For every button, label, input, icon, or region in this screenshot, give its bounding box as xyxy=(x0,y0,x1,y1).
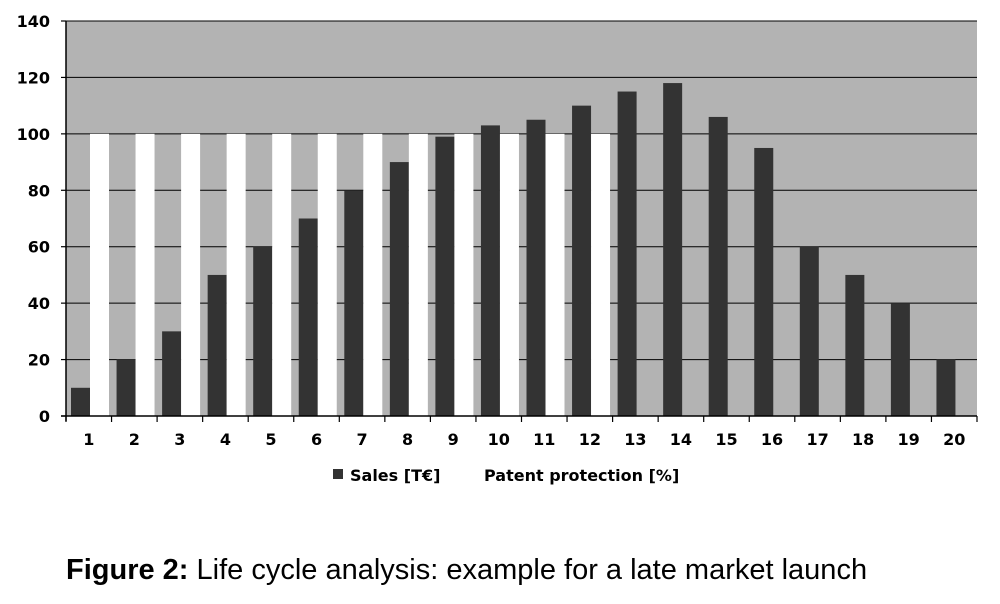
y-tick-label: 140 xyxy=(17,12,50,31)
axes xyxy=(61,20,978,422)
bar-sales xyxy=(845,274,865,416)
legend-swatch-sales xyxy=(333,469,343,479)
x-tick-label: 20 xyxy=(943,430,965,449)
bar-sales xyxy=(71,387,90,416)
bar-patent-protection xyxy=(181,133,201,416)
bar-sales xyxy=(617,91,637,417)
legend: Sales [T€] Patent protection [%] xyxy=(333,466,679,485)
x-tick-label: 10 xyxy=(488,430,510,449)
x-tick-label: 4 xyxy=(220,430,231,449)
bar-sales xyxy=(526,119,546,416)
x-tick-label: 9 xyxy=(448,430,459,449)
bar-sales xyxy=(344,190,364,416)
y-tick-label: 80 xyxy=(28,181,50,200)
y-tick-label: 120 xyxy=(17,68,50,87)
x-tick-label: 7 xyxy=(357,430,368,449)
bar-patent-protection xyxy=(135,133,155,416)
bar-sales xyxy=(116,359,136,416)
x-tick-label: 15 xyxy=(715,430,737,449)
bar-sales xyxy=(890,303,910,416)
bar-sales xyxy=(754,147,774,416)
x-tick-label: 3 xyxy=(174,430,185,449)
y-tick-label: 20 xyxy=(28,351,50,370)
legend-label-patent: Patent protection [%] xyxy=(484,466,679,485)
bar-patent-protection xyxy=(545,133,565,416)
x-axis-ticks: 1 2 3 4 5 6 7 8 9 10 11 12 13 14 15 16 17 18 19 20 xyxy=(83,430,965,449)
y-axis-ticks: 0 20 40 60 80 100 120 140 xyxy=(17,12,50,426)
figure-caption: Figure 2: Life cycle analysis: example f… xyxy=(66,554,867,587)
bar-patent-protection xyxy=(272,133,292,416)
bar-patent-protection xyxy=(408,133,428,416)
bars xyxy=(71,83,956,417)
bar-sales xyxy=(207,274,227,416)
y-tick-label: 60 xyxy=(28,238,50,257)
bar-sales xyxy=(298,218,318,416)
bar-sales xyxy=(708,116,728,416)
bar-patent-protection xyxy=(499,133,519,416)
x-tick-label: 18 xyxy=(852,430,874,449)
bar-sales xyxy=(663,83,683,417)
x-tick-label: 16 xyxy=(761,430,783,449)
x-tick-label: 8 xyxy=(402,430,413,449)
legend-label-sales: Sales [T€] xyxy=(350,466,440,485)
bar-sales xyxy=(936,359,956,416)
y-tick-label: 40 xyxy=(28,294,50,313)
bar-sales xyxy=(389,162,409,416)
x-tick-label: 12 xyxy=(579,430,601,449)
bar-sales xyxy=(253,246,273,416)
bar-patent-protection xyxy=(226,133,246,416)
x-tick-label: 13 xyxy=(624,430,646,449)
x-tick-label: 14 xyxy=(670,430,692,449)
x-tick-label: 5 xyxy=(265,430,276,449)
y-tick-label: 100 xyxy=(17,125,50,144)
bar-sales xyxy=(480,125,500,417)
caption-label: Figure 2: xyxy=(66,554,189,586)
bar-sales xyxy=(799,246,819,416)
bar-sales xyxy=(572,105,592,417)
bar-patent-protection xyxy=(454,133,474,416)
bar-patent-protection xyxy=(90,133,109,416)
x-tick-label: 11 xyxy=(533,430,555,449)
y-tick-label: 0 xyxy=(39,407,50,426)
plot-area xyxy=(66,21,977,416)
x-tick-label: 2 xyxy=(129,430,140,449)
x-tick-label: 19 xyxy=(898,430,920,449)
bar-patent-protection xyxy=(591,133,611,416)
bar-sales xyxy=(162,331,182,416)
x-tick-label: 17 xyxy=(806,430,828,449)
x-tick-label: 1 xyxy=(83,430,94,449)
legend-swatch-patent xyxy=(470,469,480,479)
bar-patent-protection xyxy=(317,133,337,416)
bar-patent-protection xyxy=(363,133,383,416)
x-tick-label: 6 xyxy=(311,430,322,449)
bar-sales xyxy=(435,136,455,416)
caption-text: Life cycle analysis: example for a late … xyxy=(188,554,868,586)
